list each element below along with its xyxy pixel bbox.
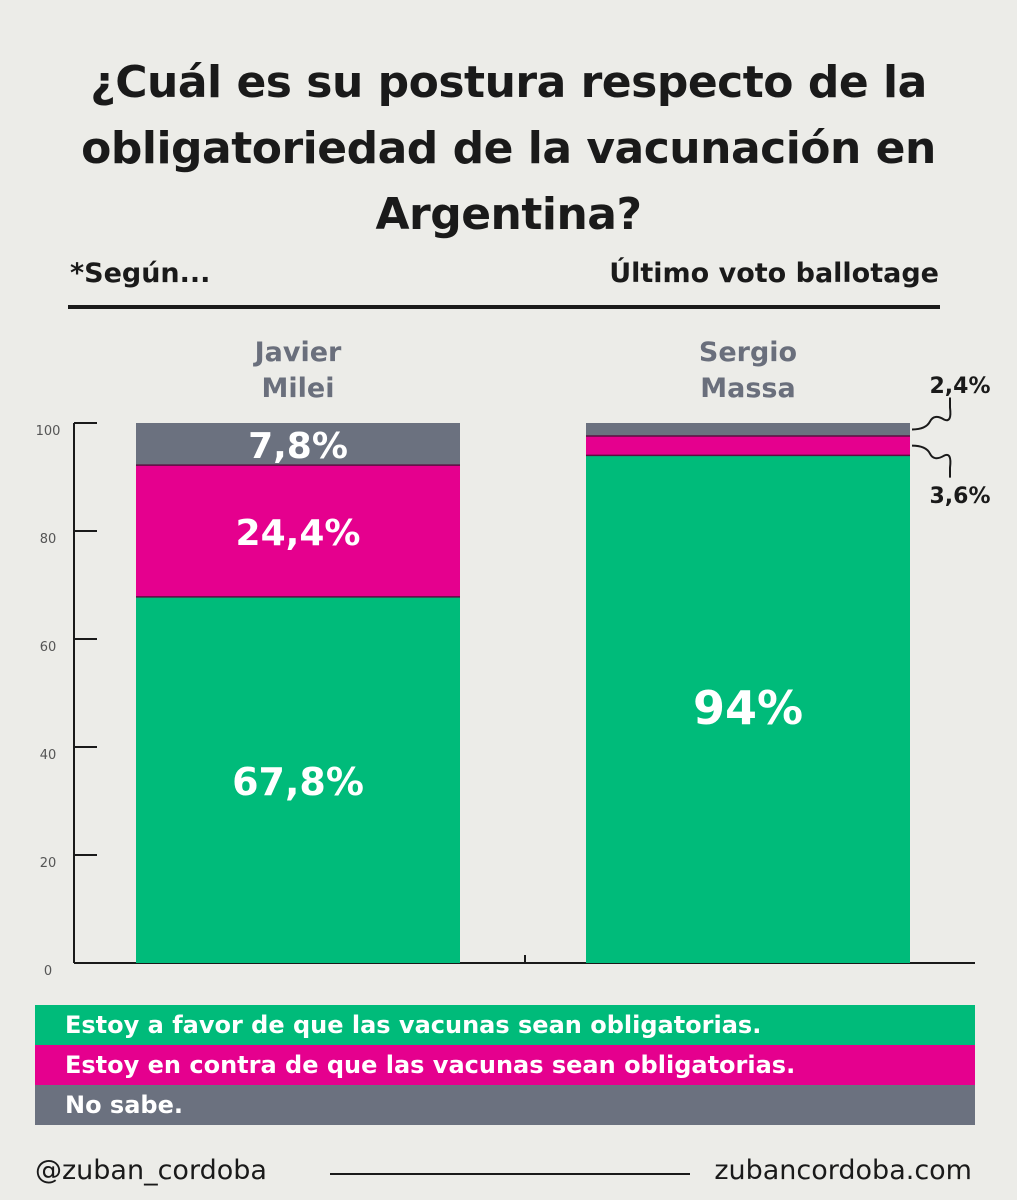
y-tick-label: 80 (40, 532, 57, 547)
y-tick-label: 20 (40, 856, 57, 871)
callout-line (911, 397, 952, 431)
legend-item-contra: Estoy en contra de que las vacunas sean … (35, 1045, 975, 1085)
data-label: 94% (693, 681, 803, 735)
legend-item-no-sabe: No sabe. (35, 1085, 975, 1125)
y-tick-label: 0 (44, 964, 52, 979)
category-label-massa: Sergio Massa (586, 335, 910, 407)
y-tick-label: 60 (40, 640, 57, 655)
subtitle-right: Último voto ballotage (609, 258, 939, 289)
bar-segment (586, 435, 910, 456)
bar-segment (586, 423, 910, 436)
y-tick-label: 40 (40, 748, 57, 763)
footer-handle: @zuban_cordoba (35, 1155, 267, 1186)
category-label-line: Milei (261, 373, 335, 404)
category-label-line: Massa (700, 373, 796, 404)
category-label-line: Javier (254, 337, 342, 368)
footer-site: zubancordoba.com (714, 1155, 972, 1186)
bar-segment (586, 455, 910, 963)
bar-segment (136, 423, 460, 466)
category-label-line: Sergio (698, 337, 798, 368)
legend-item-favor: Estoy a favor de que las vacunas sean ob… (35, 1005, 975, 1045)
category-label-milei: Javier Milei (136, 335, 460, 407)
callout-line (911, 444, 952, 478)
data-label: 67,8% (232, 760, 364, 804)
footer-divider (330, 1173, 690, 1175)
bar-segment (136, 596, 460, 963)
divider (68, 305, 940, 309)
data-label: 24,4% (236, 513, 361, 554)
chart-title: ¿Cuál es su postura respecto de la oblig… (81, 57, 936, 240)
stacked-bar-chart: 0 20 40 60 80 100 67,8% 24,4% 7,8% 94% 3,6% 2,4% (36, 374, 991, 979)
data-label: 7,8% (248, 426, 348, 467)
data-label: 3,6% (929, 484, 990, 509)
y-tick-label: 100 (36, 424, 61, 439)
bar-segment (136, 465, 460, 597)
data-label: 2,4% (929, 374, 990, 399)
subtitle-left: *Según... (70, 258, 211, 289)
